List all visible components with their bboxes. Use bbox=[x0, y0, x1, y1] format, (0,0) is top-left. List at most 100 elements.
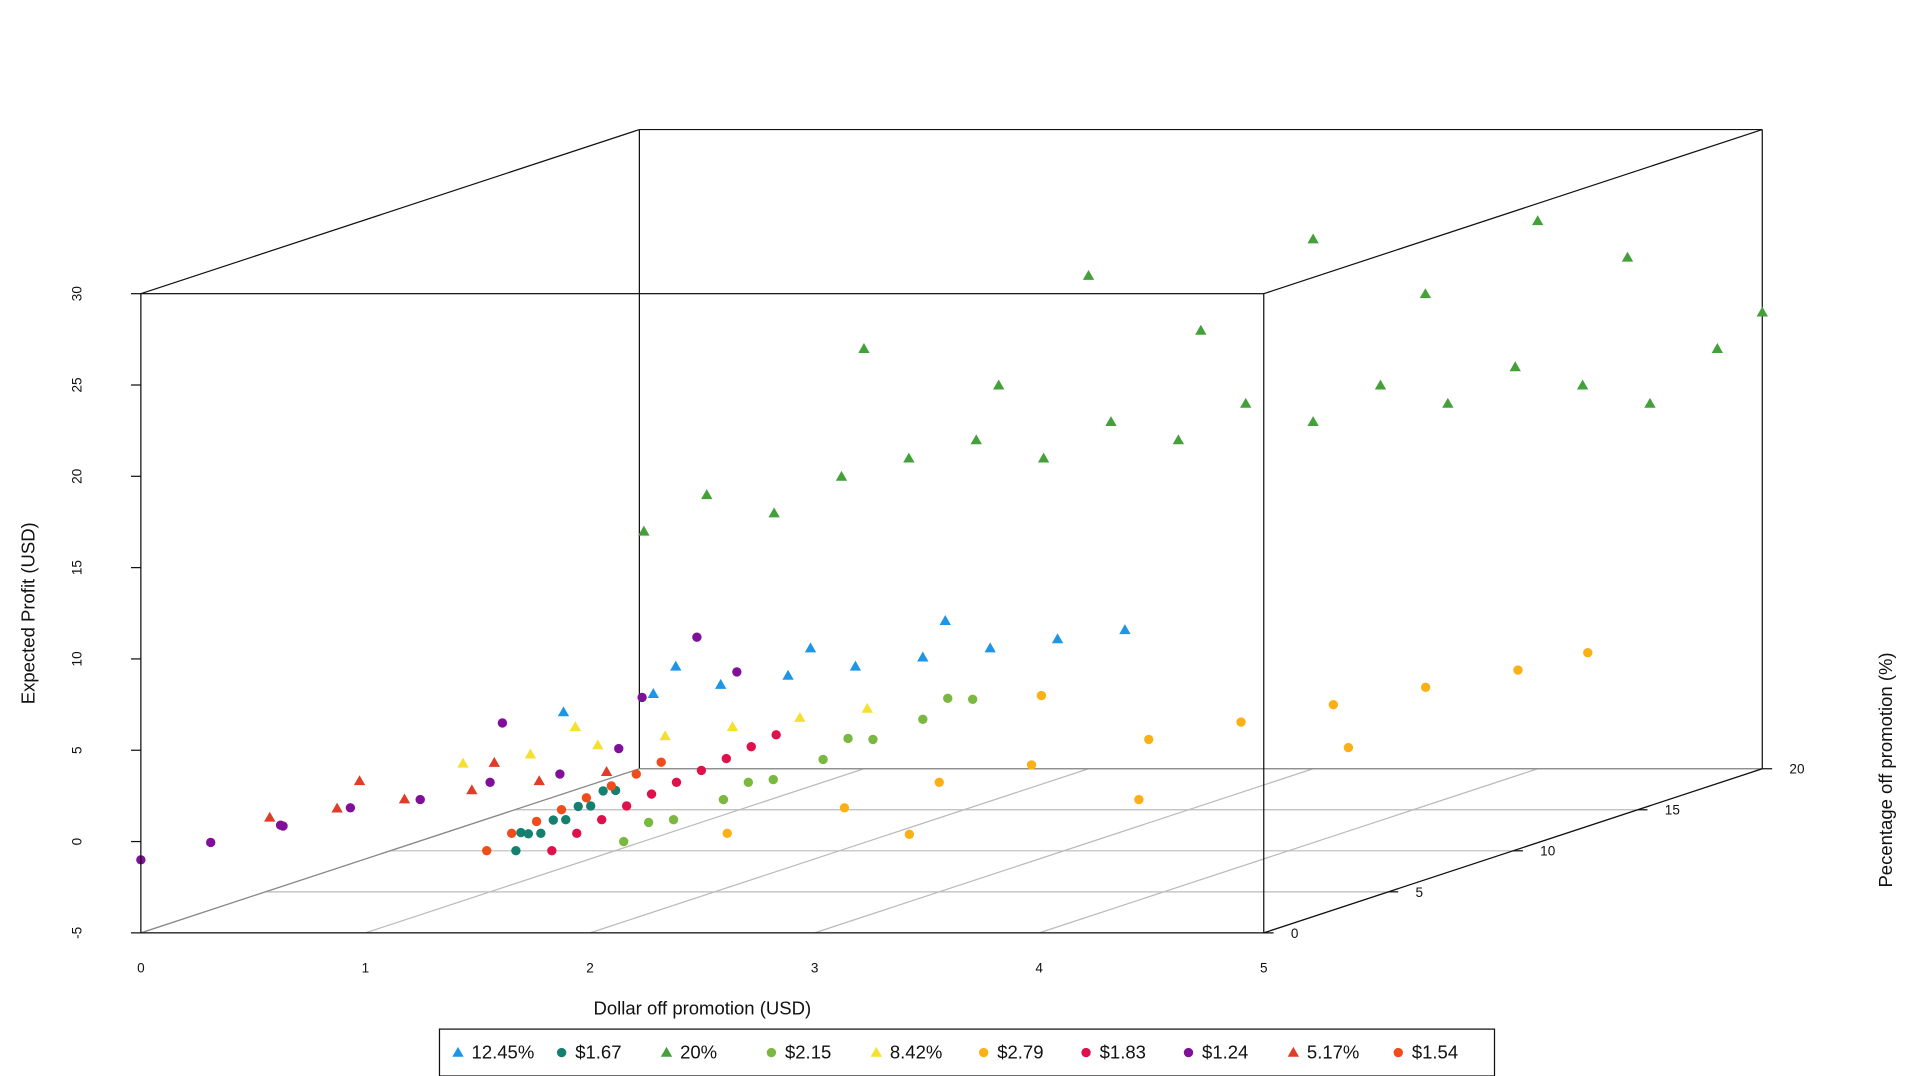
circle-point bbox=[547, 845, 557, 856]
circle-point bbox=[485, 777, 495, 787]
triangle-point bbox=[1374, 379, 1387, 390]
circle-point bbox=[1583, 648, 1593, 658]
y-tick-label: 15 bbox=[1665, 803, 1680, 818]
circle-point bbox=[1026, 760, 1037, 770]
triangle-point bbox=[1644, 397, 1656, 408]
triangle-point bbox=[1307, 416, 1319, 427]
y-axis-title: Pecentage off promotion (%) bbox=[1875, 652, 1896, 887]
triangle-point bbox=[1419, 288, 1432, 299]
x-axis-title: Dollar off promotion (USD) bbox=[593, 997, 811, 1018]
triangle-point bbox=[331, 802, 343, 813]
legend-marker bbox=[1393, 1047, 1403, 1058]
circle-point bbox=[743, 777, 754, 787]
circle-point bbox=[482, 845, 492, 856]
triangle-point bbox=[1105, 416, 1117, 427]
circle-point bbox=[531, 816, 542, 827]
circle-point bbox=[671, 777, 682, 787]
circle-point bbox=[548, 815, 558, 825]
x-tick-label: 2 bbox=[586, 960, 594, 975]
circle-point bbox=[904, 829, 915, 839]
triangle-point bbox=[1442, 397, 1454, 408]
legend-label: $2.79 bbox=[997, 1042, 1043, 1063]
triangle-point bbox=[1532, 215, 1544, 226]
circle-point bbox=[621, 801, 632, 811]
y-tick-label: 20 bbox=[1789, 762, 1805, 777]
x-tick-label: 4 bbox=[1035, 960, 1043, 975]
circle-point bbox=[943, 693, 953, 704]
legend-label: 5.17% bbox=[1307, 1042, 1359, 1063]
triangle-point bbox=[835, 470, 848, 481]
triangle-point bbox=[917, 651, 929, 662]
circle-point bbox=[692, 632, 702, 642]
legend-marker bbox=[766, 1047, 777, 1058]
circle-point bbox=[696, 765, 707, 776]
triangle-point bbox=[849, 660, 862, 671]
triangle-point bbox=[647, 688, 659, 698]
circle-point bbox=[732, 667, 742, 677]
triangle-point bbox=[726, 721, 739, 732]
circle-point bbox=[415, 794, 425, 805]
circle-point bbox=[771, 730, 781, 740]
circle-point bbox=[1420, 682, 1431, 693]
legend-marker bbox=[978, 1047, 989, 1058]
circle-point bbox=[768, 774, 778, 785]
circle-point bbox=[668, 814, 679, 825]
triangle-point bbox=[398, 793, 411, 804]
triangle-point bbox=[1756, 306, 1768, 317]
legend-label: $1.67 bbox=[575, 1042, 621, 1063]
triangle-point bbox=[1509, 361, 1521, 372]
circle-point bbox=[619, 836, 629, 847]
triangle-point bbox=[1037, 452, 1050, 463]
circle-point bbox=[516, 827, 526, 838]
legend-marker bbox=[1287, 1046, 1300, 1057]
triangle-point bbox=[861, 702, 873, 713]
triangle-point bbox=[1082, 269, 1095, 280]
legend-marker bbox=[660, 1046, 673, 1057]
y-tick-label: 10 bbox=[1540, 844, 1556, 859]
triangle-point bbox=[858, 343, 870, 353]
circle-point bbox=[555, 769, 565, 779]
circle-point bbox=[511, 845, 521, 856]
triangle-point bbox=[569, 721, 581, 732]
circle-point bbox=[572, 828, 582, 839]
circle-point bbox=[1134, 794, 1144, 805]
legend-label: 8.42% bbox=[890, 1042, 942, 1063]
circle-point bbox=[561, 814, 571, 825]
circle-point bbox=[818, 754, 828, 765]
x-tick-label: 5 bbox=[1260, 960, 1268, 975]
triangle-point bbox=[457, 757, 469, 768]
plot-box bbox=[140, 128, 1763, 934]
triangle-point bbox=[970, 434, 982, 445]
triangle-point bbox=[659, 730, 671, 741]
front-face bbox=[140, 293, 1763, 934]
circle-point bbox=[631, 769, 641, 779]
legend-marker bbox=[1183, 1047, 1194, 1058]
front-box bbox=[140, 293, 1265, 934]
legend-marker bbox=[1081, 1047, 1091, 1058]
circle-point bbox=[614, 743, 624, 754]
triangle-point bbox=[466, 784, 478, 795]
z-tick-label: -5 bbox=[70, 927, 85, 939]
circle-point bbox=[1343, 742, 1354, 753]
z-tick-label: 15 bbox=[70, 560, 85, 575]
triangle-point bbox=[701, 489, 713, 500]
triangle-point bbox=[984, 642, 996, 653]
circle-point bbox=[585, 801, 596, 811]
triangle-point bbox=[1711, 343, 1724, 353]
triangle-point bbox=[1119, 624, 1131, 635]
legend-marker bbox=[452, 1046, 464, 1057]
z-tick-label: 30 bbox=[70, 286, 85, 302]
triangle-point bbox=[1172, 434, 1185, 445]
triangle-point bbox=[1621, 251, 1634, 262]
circle-point bbox=[573, 801, 583, 812]
z-tick-label: 10 bbox=[70, 651, 85, 667]
triangle-point bbox=[794, 711, 806, 722]
triangle-point bbox=[353, 775, 366, 786]
triangle-point bbox=[488, 756, 500, 767]
circle-point bbox=[206, 837, 216, 848]
triangle-point bbox=[600, 766, 613, 776]
circle-point bbox=[918, 714, 928, 725]
legend-label: $1.24 bbox=[1202, 1042, 1248, 1063]
triangle-point bbox=[993, 379, 1005, 390]
